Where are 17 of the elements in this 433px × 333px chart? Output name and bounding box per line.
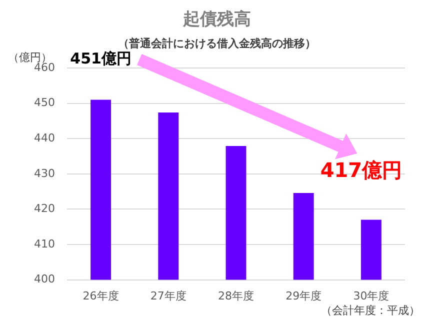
x-tick-label: 28年度 [218,289,254,302]
x-tick-label: 27年度 [150,289,186,302]
y-tick-label: 400 [34,272,55,286]
chart-title: 起債残高 [182,9,251,30]
annotation: 451億円 [70,50,132,68]
annotation: 417億円 [320,158,402,182]
x-axis-title: （会計年度：平成） [321,304,420,317]
chart-subtitle: （普通会計における借入金残高の推移） [118,36,316,50]
y-tick-label: 440 [34,131,55,144]
y-tick-label: 420 [34,202,55,216]
x-tick-label: 29年度 [286,289,322,302]
y-axis-title: （億円） [8,50,52,64]
x-tick-label: 26年度 [82,289,119,302]
y-tick-label: 410 [34,237,55,250]
y-tick-label: 450 [34,96,55,110]
x-tick-label: 30年度 [353,289,390,302]
y-tick-label: 430 [34,166,55,180]
